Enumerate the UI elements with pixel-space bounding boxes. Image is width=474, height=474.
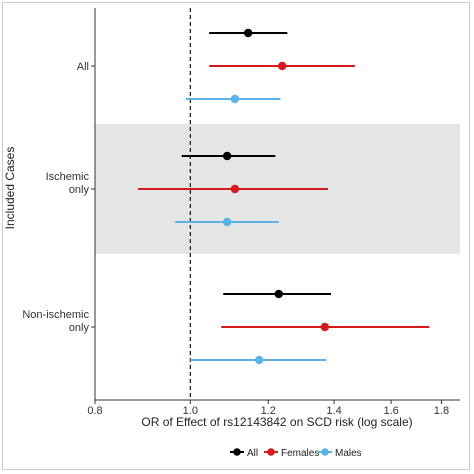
- point-all: [243, 28, 253, 38]
- x-axis-title: OR of Effect of rs12143842 on SCD risk (…: [141, 415, 412, 429]
- x-tick-label: 1.2: [261, 405, 276, 417]
- category-label: only: [69, 184, 90, 196]
- x-tick-label: 1.0: [183, 405, 198, 417]
- point-females: [320, 322, 330, 332]
- category-label: only: [69, 322, 90, 334]
- legend-label: Females: [281, 448, 319, 459]
- point-all: [274, 289, 283, 299]
- x-tick-label: 1.8: [434, 405, 449, 417]
- point-females: [278, 61, 287, 71]
- point-females: [230, 184, 240, 194]
- category-label: All: [77, 61, 89, 73]
- category-label: Ischemic: [46, 171, 90, 183]
- y-axis-title: Included Cases: [3, 147, 17, 230]
- category-label: Non-ischemic: [22, 309, 89, 321]
- x-tick-label: 1.4: [326, 405, 341, 417]
- figure-frame: [2, 2, 470, 470]
- x-tick-label: 0.8: [87, 405, 102, 417]
- x-tick-label: 1.6: [383, 405, 398, 417]
- legend-key-dot: [267, 448, 275, 456]
- point-males: [230, 94, 240, 104]
- legend-key-dot: [233, 448, 241, 456]
- legend-key-dot: [321, 448, 329, 456]
- point-males: [222, 217, 232, 227]
- point-all: [222, 151, 232, 161]
- legend-label: All: [247, 448, 258, 459]
- legend-label: Males: [335, 448, 362, 459]
- legend: All Females Males: [230, 448, 362, 459]
- point-males: [255, 355, 264, 365]
